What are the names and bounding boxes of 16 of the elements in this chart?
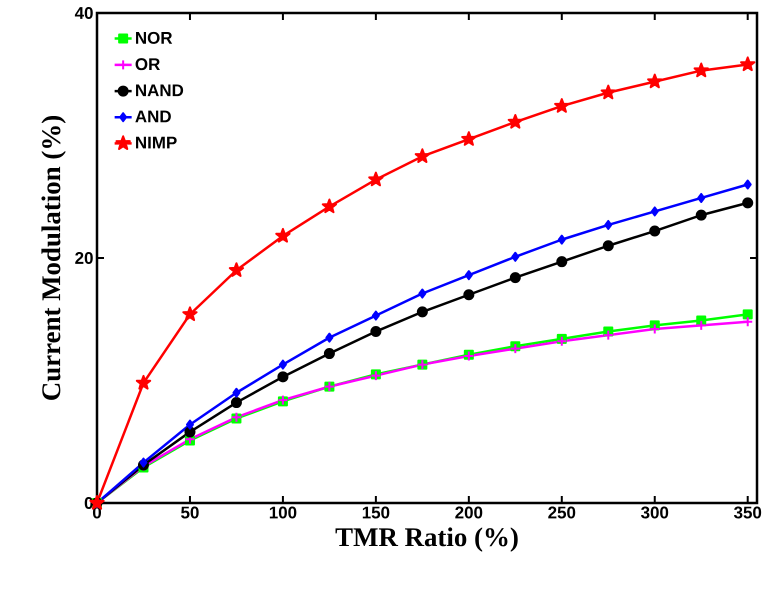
x-tick-label: 350 <box>734 506 762 519</box>
x-tick-label: 200 <box>455 506 482 519</box>
x-tick-label: 50 <box>181 506 199 519</box>
legend-label: OR <box>136 58 160 70</box>
legend-label: AND <box>135 110 171 122</box>
y-tick-label: 20 <box>75 252 93 264</box>
legend-label: NAND <box>136 84 184 96</box>
x-axis-title: TMR Ratio (%) <box>336 527 518 552</box>
legend-label: NIMP <box>136 136 177 148</box>
x-tick-label: 150 <box>362 506 390 519</box>
x-tick-label: 100 <box>270 506 296 519</box>
legend-label: NOR <box>136 32 172 44</box>
x-tick-label: 300 <box>641 506 668 519</box>
x-tick-label: 250 <box>548 506 576 519</box>
y-tick-label: 40 <box>74 7 93 19</box>
y-axis-title: Current Modulation (%) <box>41 116 66 400</box>
